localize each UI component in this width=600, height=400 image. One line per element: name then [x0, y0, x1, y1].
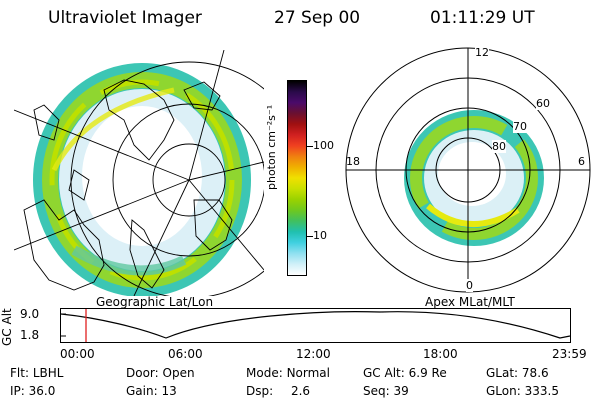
- altitude-ylabel: GC Alt: [0, 308, 14, 346]
- altitude-plot: [60, 308, 571, 343]
- mlt-label-18: 18: [346, 155, 360, 168]
- altitude-plot-frame: [60, 308, 571, 343]
- altitude-ytick-high: 9.0: [20, 307, 40, 321]
- altitude-xtick-4: 23:59: [552, 347, 587, 361]
- latitude-circle-80: [152, 143, 226, 217]
- instrument-title: Ultraviolet Imager: [48, 8, 202, 28]
- latitude-circle-70: [112, 103, 264, 257]
- greenland-outline: [103, 79, 175, 161]
- altitude-ytick-low: 1.8: [20, 328, 40, 342]
- mlt-label-6: 6: [578, 155, 585, 168]
- status-ip: IP: 36.0: [10, 384, 56, 398]
- aurora-arc: [51, 87, 175, 172]
- colorbar-tick-100: [307, 146, 313, 147]
- geographic-aurora-image: [14, 50, 264, 296]
- mlat-label-60: 60: [536, 97, 550, 110]
- magnetic-caption: Apex MLat/MLT: [425, 295, 515, 309]
- colorbar-unit-label: photon cm⁻²s⁻¹: [265, 104, 278, 190]
- status-dsp: Dsp: 2.6: [246, 384, 311, 398]
- altitude-xtick-1: 06:00: [168, 347, 203, 361]
- status-glat: GLat: 78.6: [486, 366, 549, 380]
- aurora-oval-mid: [410, 116, 538, 240]
- status-seq: Seq: 39: [363, 384, 409, 398]
- colorbar: [287, 80, 307, 276]
- colorbar-tick-10: [307, 236, 313, 237]
- observation-time: 01:11:29 UT: [430, 8, 535, 28]
- colorbar-tick-label-100: 100: [313, 139, 334, 152]
- magnetic-aurora-image: [345, 47, 591, 293]
- mlt-label-0: 0: [466, 279, 473, 292]
- status-gain: Gain: 13: [126, 384, 177, 398]
- status-mode: Mode: Normal: [246, 366, 330, 380]
- aurora-oval-bright: [49, 79, 235, 281]
- polar-cap: [438, 142, 506, 206]
- north-america-outline: [23, 199, 105, 291]
- mlat-label-80: 80: [492, 140, 506, 153]
- altitude-xtick-0: 00:00: [60, 347, 95, 361]
- latitude-circle-60: [70, 61, 264, 296]
- altitude-curve: [60, 311, 571, 339]
- geographic-caption: Geographic Lat/Lon: [96, 295, 214, 309]
- mlt-label-12: 12: [475, 46, 489, 59]
- altitude-xtick-2: 12:00: [296, 347, 331, 361]
- aurora-bright-arc: [426, 203, 520, 228]
- colorbar-tick-label-10: 10: [313, 229, 327, 242]
- status-door: Door: Open: [126, 366, 195, 380]
- status-gc-alt: GC Alt: 6.9 Re: [363, 366, 447, 380]
- status-glon: GLon: 333.5: [486, 384, 559, 398]
- observation-date: 27 Sep 00: [274, 8, 361, 28]
- mlat-label-70: 70: [513, 120, 527, 133]
- polar-cap: [82, 106, 202, 246]
- altitude-xtick-3: 18:00: [423, 347, 458, 361]
- status-filter: Flt: LBHL: [10, 366, 64, 380]
